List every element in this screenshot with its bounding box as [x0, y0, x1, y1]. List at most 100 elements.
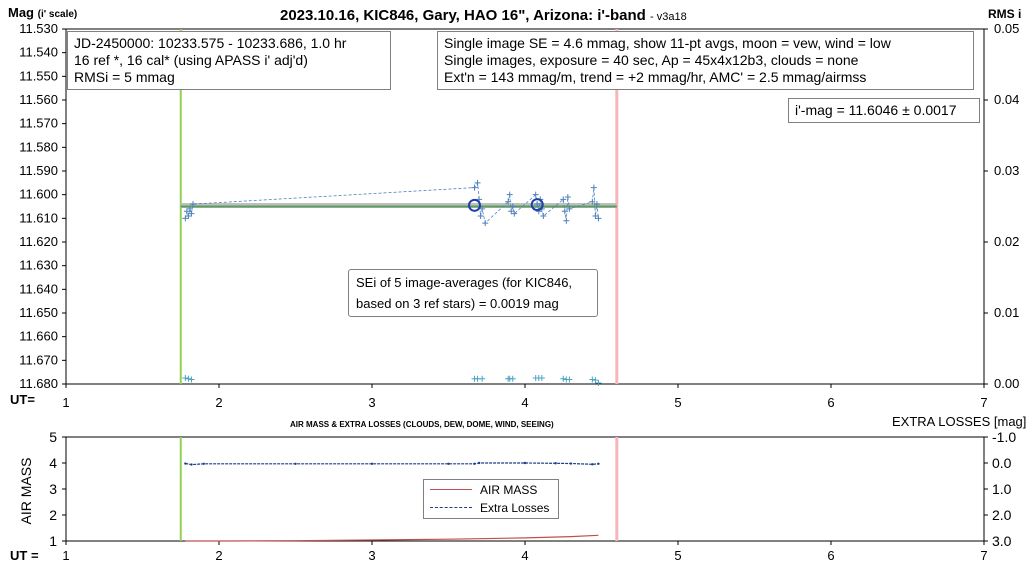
top-x-tick-label: 4: [521, 395, 528, 410]
mag-point: [566, 205, 573, 212]
extra-losses-point: [447, 462, 450, 465]
mag-axis-sublabel: (i' scale): [37, 9, 78, 20]
mag-point: [185, 212, 192, 219]
sei-note-line-1: SEi of 5 image-averages (for KIC846,: [356, 275, 573, 290]
top-y-tick-label: 11.570: [19, 116, 58, 131]
mag-point: [563, 217, 570, 224]
top-y2-tick-label: 0.02: [994, 234, 1019, 249]
top-y-tick-label: 11.660: [19, 329, 58, 344]
top-y-tick-label: 11.610: [19, 210, 58, 225]
top-x-tick-label: 3: [368, 395, 375, 410]
mag-series-line: [184, 181, 599, 224]
extra-losses-point: [523, 461, 527, 465]
mag-point: [188, 210, 195, 217]
mag-point: [183, 208, 190, 215]
extra-losses-point: [477, 461, 481, 465]
rms-point: [188, 376, 195, 383]
legend-item-extra-losses: Extra Losses: [428, 499, 554, 517]
bottom-x-tick-label: 1: [62, 548, 69, 563]
info-left-line-3: RMSi = 5 mmag: [74, 69, 175, 85]
info-box-left: JD-2450000: 10233.575 - 10233.686, 1.0 h…: [67, 31, 391, 90]
bottom-y2-tick-label: 3.0: [992, 533, 1012, 549]
bottom-y-tick-label: 1: [49, 533, 57, 549]
rms-axis-label: RMS i: [988, 7, 1022, 21]
top-y-tick-label: 11.650: [19, 305, 58, 320]
airmass-line: [185, 534, 599, 542]
extra-losses-point: [591, 463, 594, 466]
extra-losses-point: [554, 462, 557, 465]
mag-point: [186, 205, 193, 212]
bottom-y2-tick-label: 1.0: [992, 481, 1012, 497]
extra-losses-point: [473, 462, 476, 465]
rms-point: [538, 375, 545, 382]
rms-point: [592, 377, 599, 384]
bottom-y-tick-label: 3: [49, 481, 57, 497]
extra-losses-point: [294, 462, 297, 465]
top-x-tick-label: 1: [62, 395, 69, 410]
top-y2-tick-label: 0.00: [994, 376, 1019, 391]
mag-point: [590, 184, 597, 191]
legend-label-extra-losses: Extra Losses: [480, 501, 550, 515]
extra-losses-point: [202, 462, 205, 465]
top-y-tick-label: 11.560: [19, 92, 58, 107]
mag-point: [593, 201, 600, 208]
rms-point: [560, 375, 567, 382]
mag-axis-label: Mag: [8, 5, 34, 20]
airmass-axis-label: AIR MASS: [18, 457, 34, 525]
extra-losses-axis-label: EXTRA LOSSES [mag]: [892, 414, 1027, 429]
rms-point: [589, 376, 596, 383]
bottom-x-tick-label: 7: [980, 548, 987, 563]
top-y-tick-label: 11.530: [19, 21, 58, 36]
top-y-tick-label: 11.600: [19, 187, 58, 202]
bottom-y-tick-label: 5: [49, 429, 57, 445]
bottom-y2-tick-label: 0.0: [992, 455, 1012, 471]
result-box: i'-mag = 11.6046 ± 0.0017: [788, 98, 980, 123]
top-x-tick-label: 7: [980, 395, 987, 410]
legend-swatch-airmass: [430, 489, 472, 490]
rms-point: [509, 375, 516, 382]
mag-axis-title: Mag (i' scale): [8, 5, 77, 20]
sei-note-box: SEi of 5 image-averages (for KIC846, bas…: [348, 269, 598, 317]
airmass-legend: AIR MASS Extra Losses: [423, 479, 559, 519]
bottom-x-tick-label: 3: [368, 548, 375, 563]
rms-point: [185, 375, 192, 382]
mag-point: [477, 212, 484, 219]
extra-losses-point: [190, 463, 193, 466]
mag-point: [564, 194, 571, 201]
chart-title-text: 2023.10.16, KIC846, Gary, HAO 16", Arizo…: [280, 7, 646, 24]
mag-point: [595, 215, 602, 222]
top-y-tick-label: 11.630: [19, 258, 58, 273]
avg-point-circle: [468, 198, 482, 212]
info-left-line-1: JD-2450000: 10233.575 - 10233.686, 1.0 h…: [74, 35, 347, 51]
top-y-tick-label: 11.580: [19, 139, 58, 154]
top-y-tick-label: 11.550: [19, 68, 58, 83]
legend-swatch-extra-losses: [430, 507, 472, 508]
mag-point: [509, 203, 516, 210]
rms-point: [595, 380, 602, 386]
info-right-line-2: Single images, exposure = 40 sec, Ap = 4…: [444, 52, 859, 68]
mag-point: [561, 208, 568, 215]
ut-axis-label-bottom: UT =: [10, 548, 39, 563]
mag-point: [560, 196, 567, 203]
mag-point: [540, 212, 547, 219]
legend-label-airmass: AIR MASS: [480, 483, 538, 497]
mag-point: [589, 198, 596, 205]
legend-item-airmass: AIR MASS: [428, 481, 554, 499]
top-y2-tick-label: 0.04: [994, 92, 1019, 107]
extra-losses-point: [569, 462, 573, 465]
info-right-line-3: Ext'n = 143 mmag/m, trend = +2 mmag/hr, …: [444, 69, 867, 85]
top-x-tick-label: 5: [674, 395, 681, 410]
top-y-tick-label: 11.670: [19, 352, 58, 367]
mag-point: [511, 210, 518, 217]
avg-point-circle: [530, 198, 544, 212]
bottom-x-tick-label: 4: [521, 548, 528, 563]
top-y2-tick-label: 0.03: [994, 163, 1019, 178]
extra-losses-point: [370, 462, 374, 465]
airmass-chart-title: AIR MASS & EXTRA LOSSES (CLOUDS, DEW, DO…: [290, 420, 554, 429]
mag-point: [505, 198, 512, 205]
bottom-y2-tick-label: -1.0: [992, 429, 1016, 445]
sei-note-line-2: based on 3 ref stars) = 0.0019 mag: [356, 296, 559, 311]
mag-point: [479, 205, 486, 212]
mag-point: [182, 215, 189, 222]
